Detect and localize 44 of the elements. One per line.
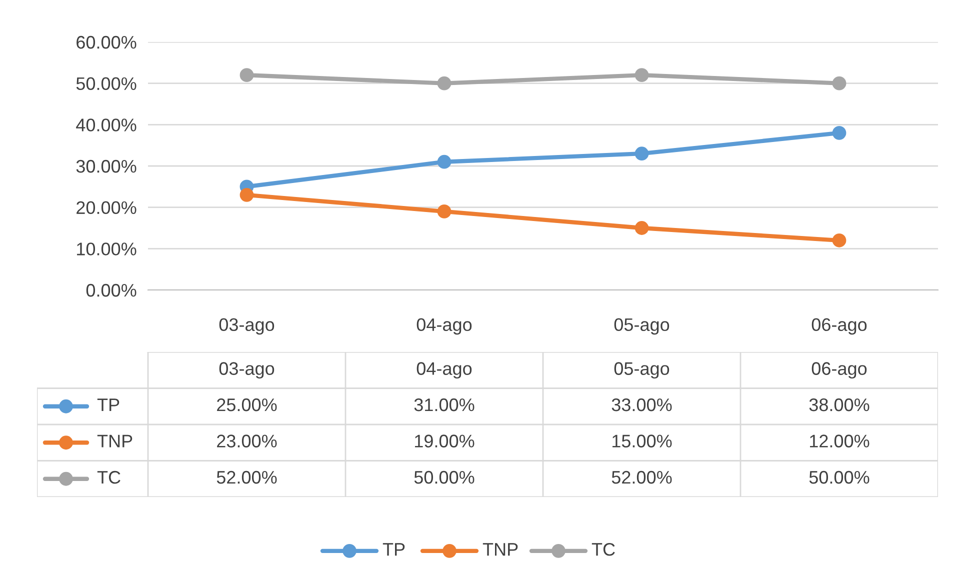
point	[437, 76, 452, 90]
point	[832, 233, 846, 248]
y-tick-label: 20.00%	[76, 201, 136, 214]
y-tick-label: 10.00%	[77, 242, 136, 256]
point	[634, 221, 649, 235]
point	[832, 76, 846, 90]
category-label: 06-ago	[812, 362, 867, 379]
data-label: 12.00%	[810, 434, 870, 448]
point	[240, 68, 254, 82]
category-label: 04-ago	[416, 362, 472, 379]
legend-label: TNP	[97, 434, 132, 448]
data-label: 19.00%	[415, 434, 474, 448]
point	[240, 188, 254, 202]
y-tick-label: 0.00%	[86, 284, 136, 297]
legend-label: TC	[97, 470, 120, 484]
data-label: 38.00%	[809, 398, 870, 412]
point	[634, 146, 649, 161]
x-tick-label: 03-ago	[219, 318, 274, 335]
data-label: 33.00%	[612, 398, 672, 412]
text: TNP	[482, 543, 518, 556]
legend-label: TP	[97, 398, 120, 412]
y-tick-label: 40.00%	[76, 118, 136, 132]
data-label: 50.00%	[414, 470, 474, 484]
y-tick-label: 50.00%	[76, 77, 136, 90]
data-label: 25.00%	[217, 398, 277, 412]
category-label: 05-ago	[614, 362, 670, 379]
data-label: 31.00%	[414, 398, 474, 412]
point	[634, 68, 649, 82]
point	[437, 204, 452, 218]
x-tick-label: 04-ago	[416, 318, 472, 335]
data-label: 50.00%	[809, 470, 870, 484]
data-label: 15.00%	[612, 434, 672, 448]
point	[437, 154, 452, 169]
x-tick-label: 05-ago	[614, 318, 670, 335]
category-label: 03-ago	[219, 362, 274, 379]
text: TC	[592, 542, 615, 556]
data-label: 23.00%	[217, 434, 277, 448]
y-tick-label: 30.00%	[76, 160, 136, 173]
data-label: 52.00%	[612, 470, 672, 484]
data-label: 52.00%	[216, 470, 277, 484]
x-tick-label: 06-ago	[812, 318, 867, 335]
point	[832, 126, 846, 140]
y-tick-label: 60.00%	[76, 36, 136, 49]
text: TP	[382, 543, 405, 556]
